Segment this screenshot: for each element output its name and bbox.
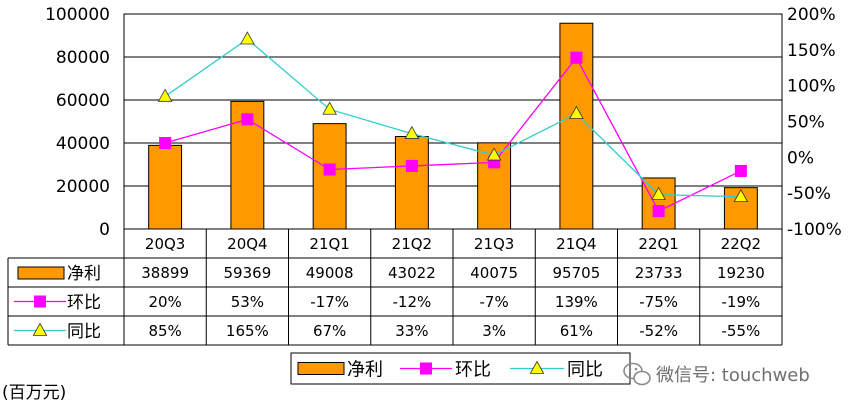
- table-cell: -75%: [639, 293, 678, 311]
- table-cell: -12%: [392, 293, 431, 311]
- table-cell: 59369: [224, 264, 272, 282]
- right-axis-tick-label: 100%: [787, 77, 836, 97]
- right-axis-tick-label: 150%: [787, 41, 836, 61]
- table-cell: 85%: [148, 322, 181, 340]
- right-axis-tick-label: -100%: [787, 220, 842, 240]
- table-cell: 95705: [553, 264, 601, 282]
- yoy-marker-22Q1: [651, 186, 666, 200]
- table-cell: 23733: [635, 264, 683, 282]
- table-cell: 40075: [470, 264, 518, 282]
- table-cell: -19%: [721, 293, 760, 311]
- legend-key-net-profit: [297, 362, 345, 375]
- table-key-net-profit: [17, 266, 65, 280]
- table-cell: -7%: [480, 293, 509, 311]
- qoq-marker-22Q1: [652, 205, 665, 218]
- yoy-marker-21Q1: [322, 101, 337, 115]
- qoq-marker-21Q2: [405, 159, 418, 172]
- axes: 0 20000 40000 60000 80000 100000 -100% -50% 0% 50…: [45, 5, 842, 240]
- bar-21Q2: [394, 136, 429, 230]
- table-key-yoy-marker: [32, 322, 48, 336]
- table-cell: 33%: [395, 322, 428, 340]
- table-cell: 43022: [388, 264, 436, 282]
- plot-frame: [123, 13, 783, 230]
- qoq-marker-21Q1: [323, 163, 336, 176]
- table-cell: -55%: [721, 322, 760, 340]
- category-label: 22Q1: [638, 235, 678, 253]
- table-cell: -17%: [310, 293, 349, 311]
- yoy-marker-20Q4: [240, 31, 255, 45]
- yoy-marker-21Q4: [569, 105, 584, 119]
- unit-label-group: (百万元): [2, 383, 66, 403]
- wechat-logo-icon: [623, 362, 651, 386]
- legend-label-yoy: 同比: [567, 360, 603, 381]
- bar-21Q1: [312, 123, 347, 230]
- qoq-marker-21Q4: [570, 51, 583, 64]
- table-cell: 165%: [226, 322, 269, 340]
- right-axis-tick-label: 200%: [787, 5, 836, 25]
- series-line-yoy: [164, 38, 741, 198]
- table-row-name: 同比: [67, 322, 101, 342]
- category-label: 21Q4: [556, 235, 596, 253]
- right-axis-tick-label: -50%: [787, 184, 831, 204]
- table-cell: 38899: [141, 264, 189, 282]
- bar-22Q1: [641, 177, 676, 230]
- legend-key-qoq-marker: [420, 362, 432, 375]
- series-line-qoq: [164, 56, 742, 212]
- left-axis-tick-label: 100000: [45, 5, 110, 25]
- yoy-marker-21Q3: [486, 147, 502, 161]
- table-cell: 20%: [148, 293, 181, 311]
- right-axis-tick-label: 50%: [787, 113, 825, 133]
- yoy-marker-20Q3: [157, 88, 173, 102]
- right-axis-tick-label: 0%: [787, 148, 814, 168]
- left-axis-tick-label: 60000: [56, 91, 110, 111]
- table-row-name: 净利: [67, 264, 101, 284]
- table-cell: 19230: [717, 264, 765, 282]
- line-series: [157, 31, 749, 218]
- table-key-qoq-marker: [34, 295, 46, 308]
- category-label: 22Q2: [721, 235, 761, 253]
- legend-box: [290, 352, 631, 385]
- bar-20Q3: [148, 144, 183, 230]
- table-cell: -52%: [639, 322, 678, 340]
- legend: 净利 环比 同比: [290, 352, 631, 385]
- table-cell: 139%: [555, 293, 598, 311]
- watermark: 微信号: touchweb: [623, 362, 810, 386]
- qoq-marker-22Q2: [734, 164, 747, 177]
- category-label: 20Q4: [227, 235, 267, 253]
- category-label: 21Q3: [474, 235, 514, 253]
- legend-label-qoq: 环比: [455, 360, 491, 381]
- legend-key-yoy-marker: [529, 360, 545, 374]
- left-axis-tick-label: 40000: [56, 134, 110, 154]
- table-row-name: 环比: [67, 293, 101, 313]
- category-label: 20Q3: [145, 235, 185, 253]
- data-table: 20Q3 20Q4 21Q1 21Q2 21Q3 21Q4 22Q1 22Q2 净利 38899 5…: [7, 229, 783, 346]
- left-axis-tick-label: 20000: [56, 177, 110, 197]
- left-axis-tick-label: 0: [99, 220, 110, 240]
- qoq-marker-20Q4: [241, 113, 254, 126]
- qoq-marker-20Q3: [159, 137, 172, 149]
- left-axis-tick-label: 80000: [56, 48, 110, 68]
- table-cell: 53%: [231, 293, 264, 311]
- bar-series: [148, 22, 758, 230]
- table-cell: 49008: [306, 264, 354, 282]
- table-cell: 3%: [482, 322, 506, 340]
- unit-label: (百万元): [2, 383, 66, 403]
- category-label: 21Q1: [309, 235, 349, 253]
- yoy-marker-22Q2: [733, 188, 749, 203]
- legend-label-net-profit: 净利: [347, 360, 383, 381]
- bar-22Q2: [723, 187, 758, 230]
- yoy-marker-21Q2: [404, 125, 420, 139]
- category-label: 21Q2: [392, 235, 432, 253]
- watermark-text: 微信号: touchweb: [656, 365, 810, 386]
- grid-lines: [124, 13, 782, 187]
- table-cell: 61%: [560, 322, 593, 340]
- table-cell: 67%: [313, 322, 346, 340]
